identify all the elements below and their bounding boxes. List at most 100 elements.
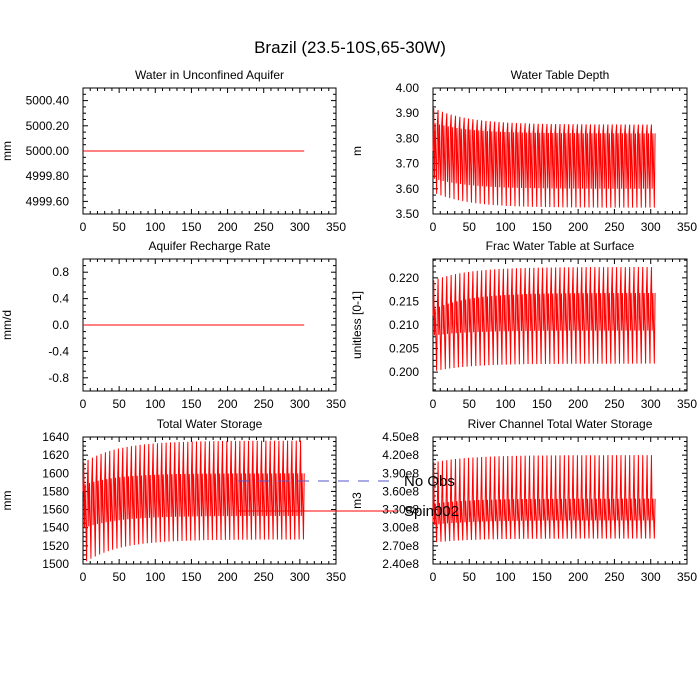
x-tick-label: 0 <box>80 220 87 234</box>
y-tick-label: 3.60e8 <box>382 484 419 498</box>
x-tick-label: 100 <box>145 397 165 411</box>
series-line-spin002 <box>82 440 305 562</box>
y-tick-label: 3.60 <box>396 182 420 196</box>
y-tick-label: 4.20e8 <box>382 448 419 462</box>
chart-panel-1: Water in Unconfined Aquifer mm 0 50 100 150 20… <box>0 68 346 234</box>
y-tick-label: 0.200 <box>389 365 419 379</box>
x-tick-label: 150 <box>181 397 201 411</box>
x-tick-label: 50 <box>112 220 126 234</box>
y-tick-label: -0.8 <box>48 371 69 385</box>
y-tick-label: 2.70e8 <box>382 539 419 553</box>
y-axis-label: mm <box>0 141 14 161</box>
y-tick-label: 4999.60 <box>26 194 70 208</box>
x-tick-label: 250 <box>604 570 624 584</box>
x-tick-label: 350 <box>326 570 346 584</box>
y-tick-label: 4.00 <box>396 81 420 95</box>
x-tick-label: 100 <box>496 570 516 584</box>
x-tick-label: 350 <box>326 220 346 234</box>
y-tick-label: 0.205 <box>389 342 419 356</box>
x-tick-label: 250 <box>604 220 624 234</box>
x-tick-label: 200 <box>568 220 588 234</box>
panel-title: Aquifer Recharge Rate <box>148 239 270 253</box>
x-tick-label: 350 <box>677 220 697 234</box>
y-tick-label: 0.4 <box>52 292 69 306</box>
panel-title: Total Water Storage <box>157 417 263 431</box>
x-tick-label: 200 <box>218 570 238 584</box>
y-tick-label: 1620 <box>42 448 69 462</box>
series-line-spin002 <box>432 108 656 208</box>
y-tick-label: 3.90e8 <box>382 466 419 480</box>
x-tick-label: 50 <box>463 397 477 411</box>
x-tick-label: 150 <box>532 220 552 234</box>
x-tick-label: 200 <box>218 397 238 411</box>
x-tick-label: 300 <box>290 570 310 584</box>
y-axis-label: unitless [0-1] <box>350 291 364 359</box>
y-tick-label: 2.40e8 <box>382 557 419 571</box>
figure-title: Brazil (23.5-10S,65-30W) <box>254 38 446 57</box>
y-tick-label: 5000.00 <box>26 144 70 158</box>
panels-group: Water in Unconfined Aquifer mm 0 50 100 150 20… <box>0 68 697 584</box>
y-tick-label: 0.220 <box>389 271 419 285</box>
x-tick-label: 100 <box>496 397 516 411</box>
y-tick-label: 5000.20 <box>26 119 70 133</box>
x-tick-label: 50 <box>112 397 126 411</box>
legend-label-no-obs: No Obs <box>404 473 455 490</box>
y-tick-label: 3.30e8 <box>382 503 419 517</box>
chart-panel-3: Aquifer Recharge Rate mm/d 0 50 100 150 200 250… <box>0 239 346 411</box>
y-axis-label: m3 <box>350 492 364 509</box>
x-tick-label: 100 <box>145 220 165 234</box>
chart-panel-5: Total Water Storage mm 0 50 100 150 200 250 300 3… <box>0 417 346 584</box>
x-tick-label: 0 <box>430 570 437 584</box>
y-tick-label: 1540 <box>42 521 69 535</box>
y-tick-label: -0.4 <box>48 344 69 358</box>
chart-panel-6: River Channel Total Water Storage m3 0 50 10… <box>350 417 697 584</box>
x-tick-label: 350 <box>326 397 346 411</box>
x-tick-label: 100 <box>496 220 516 234</box>
x-tick-label: 150 <box>181 570 201 584</box>
x-tick-label: 0 <box>430 397 437 411</box>
y-tick-label: 1580 <box>42 484 69 498</box>
y-tick-label: 1520 <box>42 539 69 553</box>
x-tick-label: 150 <box>532 397 552 411</box>
x-tick-label: 100 <box>145 570 165 584</box>
x-tick-label: 300 <box>290 220 310 234</box>
x-tick-label: 200 <box>568 397 588 411</box>
y-tick-label: 3.90 <box>396 106 420 120</box>
x-tick-label: 0 <box>80 570 87 584</box>
x-tick-label: 250 <box>254 570 274 584</box>
x-tick-label: 350 <box>677 397 697 411</box>
y-tick-label: 1600 <box>42 466 69 480</box>
y-tick-label: 4999.80 <box>26 169 70 183</box>
panel-title: River Channel Total Water Storage <box>468 417 653 431</box>
legend-label-spin002: Spin002 <box>404 503 459 520</box>
x-tick-label: 300 <box>641 570 661 584</box>
y-tick-label: 3.00e8 <box>382 521 419 535</box>
y-tick-label: 0.8 <box>52 265 69 279</box>
y-tick-label: 3.70 <box>396 157 420 171</box>
series-line-spin002 <box>432 267 656 371</box>
x-tick-label: 300 <box>290 397 310 411</box>
y-axis-label: mm <box>0 491 14 511</box>
x-tick-label: 200 <box>568 570 588 584</box>
y-tick-label: 1640 <box>42 430 69 444</box>
panel-title: Water Table Depth <box>511 68 610 82</box>
x-tick-label: 50 <box>463 220 477 234</box>
x-tick-label: 0 <box>80 397 87 411</box>
y-tick-label: 0.215 <box>389 294 419 308</box>
y-tick-label: 5000.40 <box>26 94 70 108</box>
chart-panel-2: Water Table Depth m 0 50 100 150 200 250 300 350 3… <box>350 68 697 234</box>
x-tick-label: 250 <box>604 397 624 411</box>
x-tick-label: 0 <box>430 220 437 234</box>
legend: No Obs Spin002 <box>238 473 459 520</box>
x-tick-label: 250 <box>254 220 274 234</box>
x-tick-label: 50 <box>112 570 126 584</box>
panel-title: Water in Unconfined Aquifer <box>135 68 284 82</box>
x-tick-label: 150 <box>532 570 552 584</box>
x-tick-label: 300 <box>641 397 661 411</box>
chart-panel-4: Frac Water Table at Surface unitless [0-1… <box>350 239 697 411</box>
panel-title: Frac Water Table at Surface <box>486 239 635 253</box>
y-tick-label: 3.50 <box>396 207 420 221</box>
y-tick-label: 1500 <box>42 557 69 571</box>
x-tick-label: 350 <box>677 570 697 584</box>
